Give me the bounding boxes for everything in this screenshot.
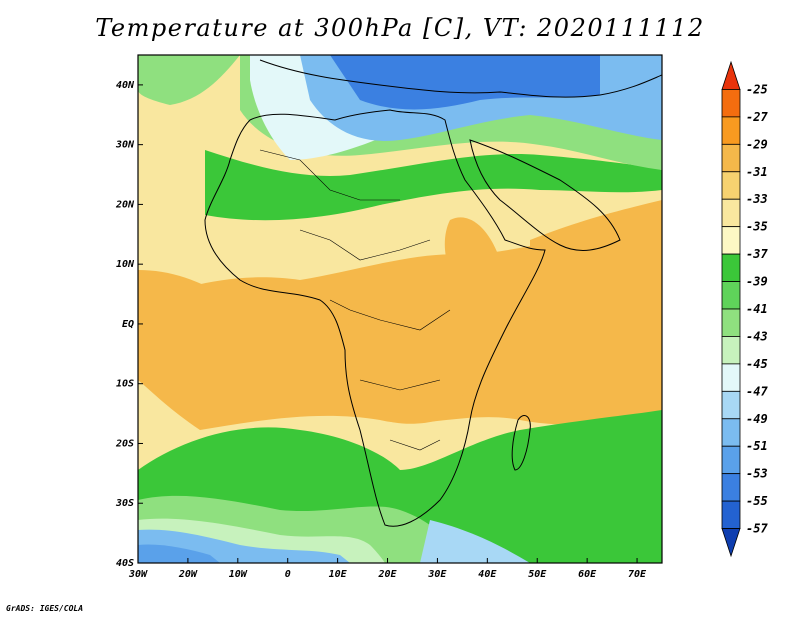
coastlines — [204, 59, 662, 527]
colorbar-segment — [721, 390, 741, 420]
lat-tick-label: EQ — [122, 319, 134, 330]
colorbar-label: -55 — [746, 494, 768, 508]
colorbar-bottom-arrow — [721, 528, 741, 558]
colorbar-label: -39 — [746, 275, 768, 289]
colorbar-segment — [721, 445, 741, 475]
lat-tick-label: 30S — [115, 498, 134, 509]
colorbar-segment — [721, 500, 741, 529]
lat-tick-label: 20S — [115, 438, 134, 449]
colorbar-label: -27 — [746, 110, 768, 124]
colorbar-label: -33 — [746, 192, 768, 206]
lon-tick-label: 0 — [285, 569, 291, 580]
temperature-field — [138, 55, 662, 563]
colorbar-label: -47 — [746, 384, 768, 398]
colorbar-label: -31 — [746, 165, 768, 179]
chart-title: Temperature at 300hPa [C], VT: 202011111… — [95, 14, 705, 42]
field-east-africa-warm — [444, 217, 500, 294]
colorbar-segment — [721, 308, 741, 337]
colorbar-label: -51 — [746, 439, 768, 453]
lon-tick-label: 10W — [229, 569, 248, 580]
axis-ticks: 30W 20W 10W 0 10E 20E 30E 40E 50E 60E 70E 40N 30N 20N… — [115, 80, 647, 580]
lon-tick-label: 10E — [329, 569, 348, 580]
colorbar-label: -53 — [746, 467, 768, 481]
lon-tick-label: 50E — [528, 569, 547, 580]
lat-tick-label: 40S — [116, 558, 134, 569]
field-northwest-lightgreen — [138, 55, 240, 105]
plot-frame — [137, 54, 663, 564]
africa-coastline — [204, 109, 546, 527]
lat-tick-label: 40N — [116, 80, 135, 91]
colorbar-segment — [721, 89, 741, 118]
colorbar-label: -45 — [746, 357, 768, 371]
colorbar-segment — [721, 336, 741, 365]
field-southeast-lightblue — [420, 520, 530, 563]
field-north-green — [205, 150, 662, 221]
lat-tick-label: 10N — [116, 259, 135, 270]
colorbar-segment — [721, 281, 741, 310]
lat-tick-label: 30N — [115, 140, 135, 151]
field-central-warm — [340, 311, 471, 424]
colorbar-segment — [721, 418, 741, 447]
colorbar-segment — [721, 171, 741, 200]
colorbar-label: -37 — [746, 247, 768, 261]
madagascar-coastline — [511, 415, 531, 471]
lat-tick-label: 10S — [116, 379, 134, 390]
footer-credit: GrADS: IGES/COLA — [6, 604, 84, 613]
lon-tick-label: 70E — [628, 569, 647, 580]
field-indian-ocean-warm — [530, 200, 662, 422]
colorbar-label: -57 — [746, 522, 768, 536]
lon-tick-label: 20W — [178, 569, 198, 580]
lon-tick-label: 60E — [578, 569, 597, 580]
colorbar-segment — [721, 198, 741, 228]
colorbar-label: -25 — [746, 82, 768, 96]
field-west-atlantic-warm — [138, 270, 232, 350]
europe-coastline — [259, 59, 662, 98]
lon-tick-label: 40E — [478, 569, 497, 580]
lat-tick-label: 20N — [115, 199, 135, 210]
colorbar: -25 -27 -29 -31 -33 -35 -37 -39 -41 -43 -45 -47 -49 -… — [721, 60, 768, 558]
lon-tick-label: 30W — [128, 569, 148, 580]
colorbar-segment — [721, 363, 741, 392]
colorbar-segment — [721, 143, 741, 173]
colorbar-segment — [721, 473, 741, 502]
field-south-darkblue — [138, 544, 220, 563]
colorbar-label: -29 — [746, 137, 768, 151]
country-borders — [259, 149, 451, 451]
lon-tick-label: 30E — [427, 569, 447, 580]
colorbar-top-arrow — [721, 60, 741, 90]
colorbar-label: -43 — [746, 329, 768, 343]
colorbar-label: -35 — [746, 220, 768, 234]
colorbar-label: -49 — [746, 412, 768, 426]
colorbar-segment — [721, 253, 741, 282]
colorbar-segment — [721, 116, 741, 145]
arabia-coastline — [469, 139, 621, 251]
colorbar-segment — [721, 226, 741, 255]
lon-tick-label: 20E — [377, 569, 397, 580]
colorbar-label: -41 — [746, 302, 768, 316]
